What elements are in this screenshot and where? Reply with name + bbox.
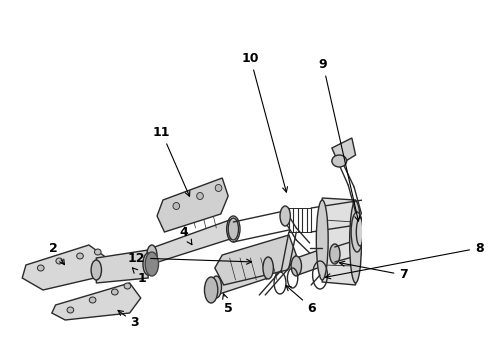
Text: 7: 7 (339, 261, 407, 282)
Text: 10: 10 (241, 51, 287, 192)
Polygon shape (214, 258, 267, 295)
Text: 6: 6 (285, 285, 316, 315)
Text: 2: 2 (49, 242, 64, 265)
Ellipse shape (91, 260, 102, 280)
Text: 8: 8 (325, 242, 483, 279)
Ellipse shape (67, 307, 74, 313)
Ellipse shape (77, 253, 83, 259)
Ellipse shape (349, 201, 361, 283)
Ellipse shape (228, 218, 238, 240)
Ellipse shape (111, 289, 118, 295)
Ellipse shape (211, 276, 221, 298)
Ellipse shape (280, 206, 290, 226)
Ellipse shape (146, 245, 157, 267)
Ellipse shape (356, 218, 363, 246)
Text: 9: 9 (318, 58, 359, 221)
Polygon shape (331, 138, 355, 165)
Ellipse shape (316, 200, 327, 280)
Ellipse shape (89, 297, 96, 303)
Ellipse shape (142, 253, 153, 275)
Polygon shape (152, 220, 233, 264)
Ellipse shape (204, 277, 217, 303)
Polygon shape (52, 283, 141, 320)
Text: 4: 4 (179, 225, 191, 245)
Polygon shape (214, 235, 296, 285)
Ellipse shape (145, 252, 158, 276)
Ellipse shape (173, 202, 179, 210)
Polygon shape (96, 250, 148, 283)
Ellipse shape (215, 185, 222, 192)
Polygon shape (296, 245, 334, 275)
Ellipse shape (263, 257, 273, 279)
Ellipse shape (38, 265, 44, 271)
Ellipse shape (196, 193, 203, 199)
Polygon shape (22, 245, 109, 290)
Ellipse shape (329, 244, 339, 264)
Ellipse shape (56, 258, 62, 264)
Text: 5: 5 (222, 294, 232, 315)
Ellipse shape (94, 249, 101, 255)
Text: 11: 11 (152, 126, 189, 196)
Ellipse shape (124, 283, 130, 289)
Text: 12: 12 (127, 252, 251, 265)
Text: 1: 1 (132, 268, 146, 284)
Ellipse shape (331, 155, 346, 167)
Ellipse shape (290, 256, 301, 276)
Text: 3: 3 (118, 310, 139, 329)
Polygon shape (322, 198, 355, 285)
Polygon shape (157, 178, 228, 232)
